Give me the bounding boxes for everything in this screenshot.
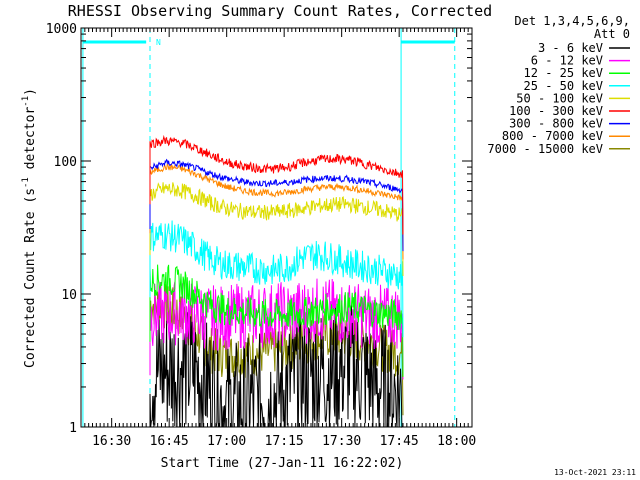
y-tick-label: 1 (69, 421, 77, 436)
y-tick-label: 10 (61, 288, 77, 303)
x-tick-label: 17:15 (265, 434, 304, 449)
chart-title: RHESSI Observing Summary Count Rates, Co… (68, 2, 492, 20)
legend-header-line2: Att 0 (594, 27, 630, 41)
legend-label: 300 - 800 keV (509, 117, 603, 131)
y-axis: 1 10 100 1000 (46, 22, 472, 436)
legend-label: 3 - 6 keV (538, 41, 603, 55)
series-line-25-50-keV (149, 220, 404, 338)
flag-label: N (156, 38, 161, 47)
legend-label: 100 - 300 keV (509, 104, 603, 118)
series-line-100-300-keV (149, 134, 404, 235)
x-tick-label: 17:45 (380, 434, 419, 449)
y-axis-label-part2: detector (23, 107, 38, 178)
legend-label: 50 - 100 keV (516, 91, 603, 105)
x-tick-label: 18:00 (437, 434, 476, 449)
series-line-7000-15000-keV (149, 283, 404, 416)
series-layer (149, 134, 404, 428)
series-line-800-7000-keV (149, 162, 404, 260)
legend-label: 800 - 7000 keV (502, 129, 603, 143)
series-line-300-800-keV (149, 158, 404, 252)
x-tick-label: 16:30 (92, 434, 131, 449)
y-axis-label: Corrected Count Rate (s-1 detector-1) (21, 88, 38, 368)
legend-label: 12 - 25 keV (524, 66, 603, 80)
y-axis-label-part1: Corrected Count Rate (s (23, 188, 38, 368)
y-axis-label-sup1: -1 (21, 177, 31, 188)
y-axis-label-part3: ) (23, 88, 38, 96)
y-tick-label: 100 (54, 155, 77, 170)
legend-label: 6 - 12 keV (531, 54, 603, 68)
series-line-50-100-keV (149, 182, 404, 277)
legend-label: 25 - 50 keV (524, 79, 603, 93)
x-axis: 16:30 16:45 17:00 17:15 17:30 17:45 18:00 (80, 28, 476, 449)
legend-header-line1: Det 1,3,4,5,6,9, (514, 14, 630, 28)
plot-frame (80, 27, 473, 428)
x-tick-label: 16:45 (150, 434, 189, 449)
y-tick-label: 1000 (46, 22, 77, 37)
x-axis-label: Start Time (27-Jan-11 16:22:02) (161, 456, 404, 471)
legend-label: 7000 - 15000 keV (487, 142, 603, 156)
y-axis-label-sup2: -1 (21, 96, 31, 107)
x-tick-label: 17:00 (207, 434, 246, 449)
series-line-12-25-keV (149, 264, 404, 377)
x-tick-label: 17:30 (322, 434, 361, 449)
footer-timestamp: 13-Oct-2021 23:11 (554, 468, 636, 477)
